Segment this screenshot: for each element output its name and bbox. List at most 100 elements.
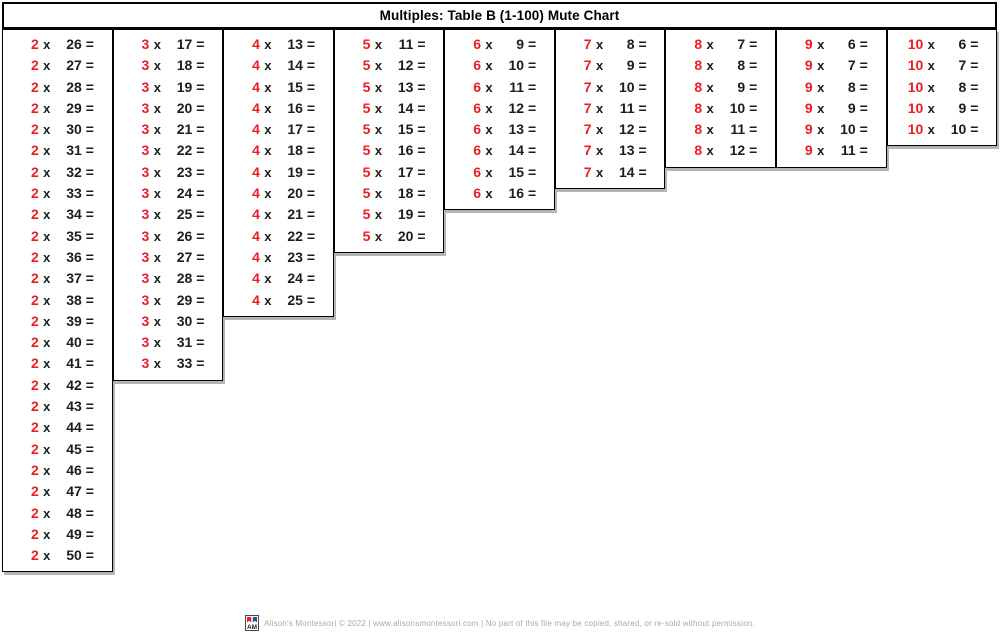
multiplier: 8 xyxy=(694,78,703,95)
multiply-sign: x xyxy=(43,377,51,393)
multiples-column-5: 5 x 11 = 5 x 12 = 5 x 13 = 5 x 14 = 5 x … xyxy=(333,29,445,253)
multiplier: 9 xyxy=(804,36,813,52)
multiply-sign: x xyxy=(374,207,383,223)
multiplier: 3 xyxy=(141,36,150,52)
multiplication-row: 7 x 14 = xyxy=(556,162,665,183)
multiplicand: 19 xyxy=(287,163,303,180)
multiplier: 7 xyxy=(583,142,592,159)
multiply-sign: x xyxy=(817,143,825,159)
multiplier: 2 xyxy=(30,525,39,542)
multiplicand: 10 xyxy=(508,57,525,74)
multiplier: 2 xyxy=(30,270,39,287)
multiplication-row: 3 x 19 = xyxy=(114,77,223,98)
multiplier: 5 xyxy=(362,57,371,74)
multiply-sign: x xyxy=(485,143,493,159)
multiplicand: 12 xyxy=(729,142,746,159)
multiplicand: 10 xyxy=(840,121,856,138)
multiplier: 6 xyxy=(473,121,482,138)
multiply-sign: x xyxy=(706,79,714,95)
multiplication-row: 6 x 13 = xyxy=(445,119,554,140)
equals-sign: = xyxy=(196,270,205,287)
equals-sign: = xyxy=(306,291,315,308)
multiply-sign: x xyxy=(43,122,51,138)
multiply-sign: x xyxy=(43,58,51,74)
equals-sign: = xyxy=(85,248,94,265)
multiplier: 2 xyxy=(30,334,39,351)
equals-sign: = xyxy=(196,185,205,202)
multiplier: 4 xyxy=(252,248,260,265)
multiplication-row: 10 x 6 = xyxy=(888,34,997,55)
equals-sign: = xyxy=(527,142,537,159)
equals-sign: = xyxy=(970,57,979,74)
equals-sign: = xyxy=(85,185,94,202)
multiplication-row: 7 x 10 = xyxy=(556,77,665,98)
multiply-sign: x xyxy=(706,58,714,74)
multiplication-row: 2 x 31 = xyxy=(3,140,112,161)
multiply-sign: x xyxy=(264,37,272,52)
multiplication-row: 3 x 21 = xyxy=(114,119,223,140)
multiply-sign: x xyxy=(485,79,493,95)
multiplicand: 43 xyxy=(66,398,82,415)
multiplicand: 18 xyxy=(287,142,303,159)
multiplicand: 33 xyxy=(176,355,193,372)
multiplier: 7 xyxy=(583,57,592,74)
multiplicand: 34 xyxy=(66,206,82,223)
multiplication-row: 3 x 33 = xyxy=(114,353,223,374)
multiplicand: 35 xyxy=(66,227,82,244)
multiply-sign: x xyxy=(927,58,935,74)
multiply-sign: x xyxy=(153,335,161,351)
multiplicand: 13 xyxy=(287,36,303,52)
multiplication-row: 6 x 12 = xyxy=(445,98,554,119)
multiply-sign: x xyxy=(153,37,161,52)
multiply-sign: x xyxy=(153,186,161,202)
multiplier: 9 xyxy=(804,121,813,138)
multiplication-row: 2 x 27 = xyxy=(3,55,112,76)
multiply-sign: x xyxy=(485,164,493,180)
equals-sign: = xyxy=(749,99,758,116)
equals-sign: = xyxy=(749,78,758,95)
equals-sign: = xyxy=(306,163,315,180)
equals-sign: = xyxy=(85,334,94,351)
multiplication-row: 3 x 26 = xyxy=(114,226,223,247)
multiplication-row: 2 x 39 = xyxy=(3,311,112,332)
multiply-sign: x xyxy=(43,292,51,308)
multiplicand: 9 xyxy=(737,78,746,95)
multiplicand: 23 xyxy=(287,248,303,265)
footer: AM Alison's Montessori © 2022 | www.alis… xyxy=(0,615,1000,631)
multiplicand: 11 xyxy=(509,78,525,95)
equals-sign: = xyxy=(638,99,647,116)
multiplier: 3 xyxy=(141,206,150,223)
multiplication-row: 7 x 8 = xyxy=(556,34,665,55)
equals-sign: = xyxy=(306,185,315,202)
multiplier: 5 xyxy=(362,36,371,52)
multiplication-row: 2 x 37 = xyxy=(3,268,112,289)
multiplicand: 9 xyxy=(516,36,525,52)
multiplier: 2 xyxy=(30,227,39,244)
equals-sign: = xyxy=(196,78,205,95)
equals-sign: = xyxy=(85,419,94,436)
multiplicand: 11 xyxy=(619,99,635,116)
equals-sign: = xyxy=(196,248,205,265)
multiplicand: 47 xyxy=(66,483,82,500)
multiply-sign: x xyxy=(374,228,383,244)
multiply-sign: x xyxy=(264,207,272,223)
multiplication-row: 3 x 24 = xyxy=(114,183,223,204)
multiplication-row: 3 x 29 = xyxy=(114,290,223,311)
multiplier: 2 xyxy=(30,291,39,308)
multiplicand: 6 xyxy=(958,36,967,52)
multiplicand: 14 xyxy=(397,99,414,116)
multiplication-row: 5 x 15 = xyxy=(335,119,444,140)
multiplicand: 15 xyxy=(397,121,414,138)
multiplier: 10 xyxy=(907,36,924,52)
multiplication-row: 2 x 30 = xyxy=(3,119,112,140)
multiplication-row: 10 x 10 = xyxy=(888,119,997,140)
equals-sign: = xyxy=(85,461,94,478)
multiplicand: 19 xyxy=(176,78,193,95)
multiply-sign: x xyxy=(374,100,383,116)
multiplicand: 7 xyxy=(737,36,746,52)
multiplicand: 12 xyxy=(508,99,525,116)
multiplicand: 31 xyxy=(176,334,193,351)
multiply-sign: x xyxy=(485,100,493,116)
equals-sign: = xyxy=(638,36,647,52)
multiplication-row: 3 x 28 = xyxy=(114,268,223,289)
